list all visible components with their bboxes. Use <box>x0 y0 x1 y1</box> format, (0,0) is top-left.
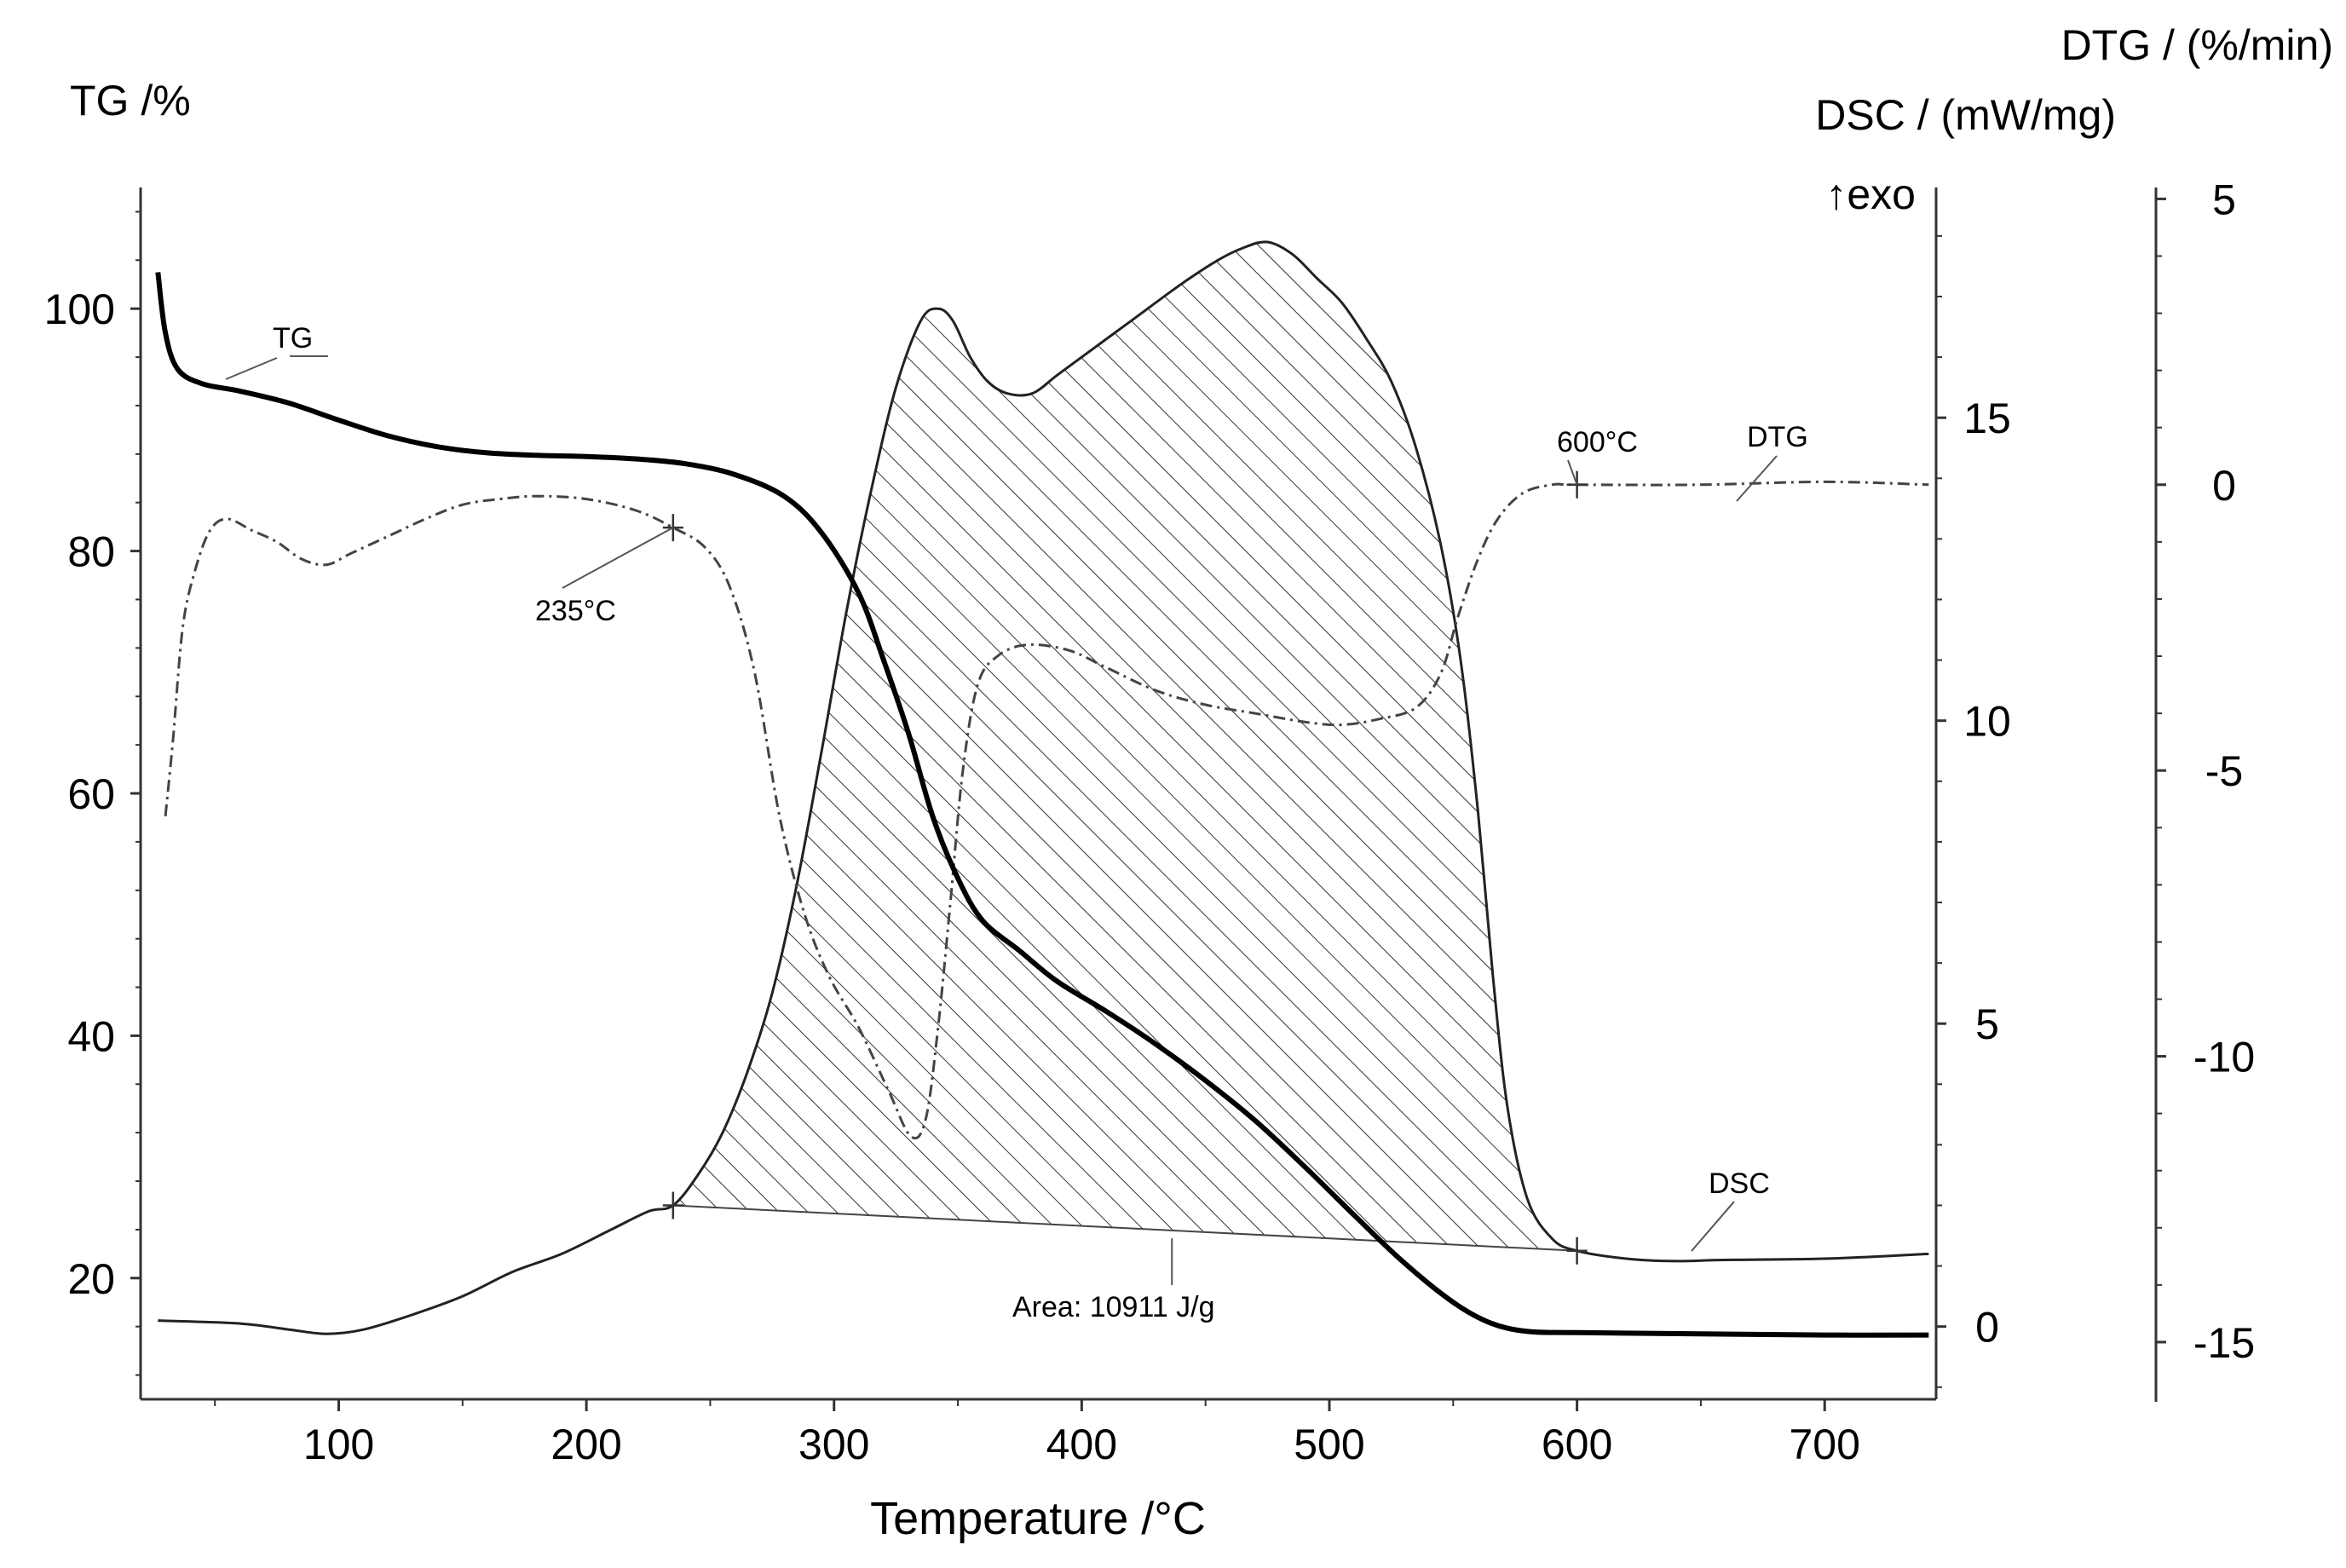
exo-marker: ↑exo <box>1825 170 1916 218</box>
dsc-tick-label: 0 <box>1975 1304 1999 1352</box>
dsc-tick-label: 5 <box>1975 1000 1999 1048</box>
onset-leader <box>562 527 674 589</box>
x-tick-label: 300 <box>798 1421 869 1468</box>
dtg-axis-title: DTG / (%/min) <box>2061 21 2333 69</box>
dtg-leader <box>1736 455 1778 502</box>
dsc-end-marker <box>1566 1237 1588 1265</box>
dsc-curve <box>158 240 1929 1335</box>
dsc-leader <box>1691 1201 1735 1252</box>
tg-tick-label: 100 <box>44 285 115 333</box>
dtg-tick-label: -5 <box>2205 747 2243 795</box>
dsc-onset-marker <box>662 1191 683 1219</box>
x-tick-label: 100 <box>303 1421 374 1468</box>
dtg-tick-label: 5 <box>2212 176 2236 223</box>
tg-leader <box>225 357 278 380</box>
dsc-axis-title: DSC / (mW/mg) <box>1815 91 2116 139</box>
x-tick-label: 700 <box>1790 1421 1860 1468</box>
dsc-tick-label: 10 <box>1963 698 2011 746</box>
area-label: Area: 10911 J/g <box>1012 1291 1215 1323</box>
ticks-group: 100 200 300 400 500 600 700 20 40 60 80 100 0 5 10 15 5 0… <box>44 176 2256 1468</box>
tg-tick-label: 60 <box>67 770 115 818</box>
markers <box>662 470 1588 1265</box>
tg-tick-label: 20 <box>67 1255 115 1303</box>
x-tick-label: 200 <box>550 1421 621 1468</box>
tg-tick-label: 40 <box>67 1012 115 1060</box>
dtg-curve-label: DTG <box>1747 421 1808 453</box>
dtg-tick-label: -15 <box>2193 1319 2255 1367</box>
onset-temp-label: 235°C <box>535 595 616 627</box>
x-tick-label: 600 <box>1542 1421 1612 1468</box>
dsc-tick-label: 15 <box>1963 395 2011 442</box>
leader-lines <box>225 355 1778 1285</box>
x-axis-title: Temperature /°C <box>870 1493 1206 1544</box>
tg-tick-label: 80 <box>67 528 115 576</box>
tg-curve <box>155 272 1929 1338</box>
end-temp-label: 600°C <box>1557 426 1638 458</box>
dtg-tick-label: 0 <box>2212 462 2236 510</box>
tg-axis-title: TG /% <box>70 77 191 124</box>
end-leader <box>1567 459 1578 486</box>
dsc-baseline <box>672 1204 1577 1252</box>
dsc-peak-area <box>672 241 1577 1251</box>
x-tick-label: 400 <box>1046 1421 1117 1468</box>
dtg-tick-label: -10 <box>2193 1034 2255 1081</box>
dtg-curve <box>164 480 1929 1140</box>
dsc-curve-label: DSC <box>1709 1167 1770 1200</box>
x-tick-label: 500 <box>1294 1421 1364 1468</box>
tg-curve-label: TG <box>273 322 313 355</box>
